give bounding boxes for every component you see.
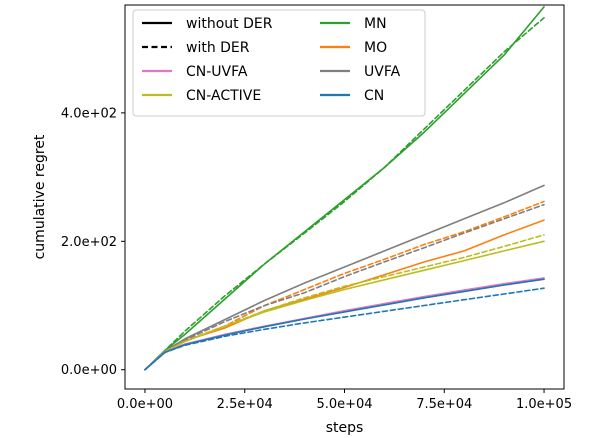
- x-axis-label: steps: [326, 420, 364, 436]
- x-tick-label: 2.5e+04: [217, 397, 273, 412]
- series-line-cn-without-der: [144, 278, 545, 371]
- series-line-cn-uvfa-with-der: [144, 278, 545, 371]
- y-axis: 0.0e+00 2.0e+02 4.0e+02: [61, 106, 125, 378]
- series-layer: [144, 6, 545, 371]
- legend: without DER MN with DER MO CN-UVFA UVFA CN-ACT…: [132, 9, 426, 117]
- series-line-cn-with-der: [144, 287, 545, 371]
- series-line-uvfa-with-der: [144, 203, 545, 371]
- series-line-cn-active-without-der: [144, 240, 545, 371]
- series-line-cn-uvfa-without-der: [144, 277, 545, 371]
- x-tick-label: 5.0e+04: [316, 397, 372, 412]
- y-tick-label: 2.0e+02: [61, 235, 117, 250]
- legend-label: without DER: [186, 16, 273, 32]
- legend-box: [132, 9, 426, 117]
- x-axis: 0.0e+00 2.5e+04 5.0e+04 7.5e+04 1.0e+05: [117, 389, 572, 412]
- series-line-uvfa-without-der: [144, 184, 545, 371]
- legend-label: CN: [364, 88, 384, 104]
- x-tick-label: 1.0e+05: [516, 397, 572, 412]
- y-tick-label: 4.0e+02: [61, 106, 117, 121]
- x-tick-label: 7.5e+04: [416, 397, 472, 412]
- legend-label: UVFA: [364, 64, 401, 80]
- legend-label: MO: [364, 40, 387, 56]
- series-line-mn-without-der: [144, 6, 545, 371]
- legend-label: CN-ACTIVE: [186, 88, 261, 104]
- series-line-mn-with-der: [144, 16, 545, 371]
- y-tick-label: 0.0e+00: [61, 363, 117, 378]
- series-line-mo-without-der: [144, 219, 545, 371]
- legend-label: MN: [364, 16, 387, 32]
- y-axis-label: cumulative regret: [32, 134, 48, 259]
- x-tick-label: 0.0e+00: [117, 397, 173, 412]
- legend-label: with DER: [186, 40, 250, 56]
- legend-label: CN-UVFA: [186, 64, 248, 80]
- series-line-cn-active-with-der: [144, 234, 545, 371]
